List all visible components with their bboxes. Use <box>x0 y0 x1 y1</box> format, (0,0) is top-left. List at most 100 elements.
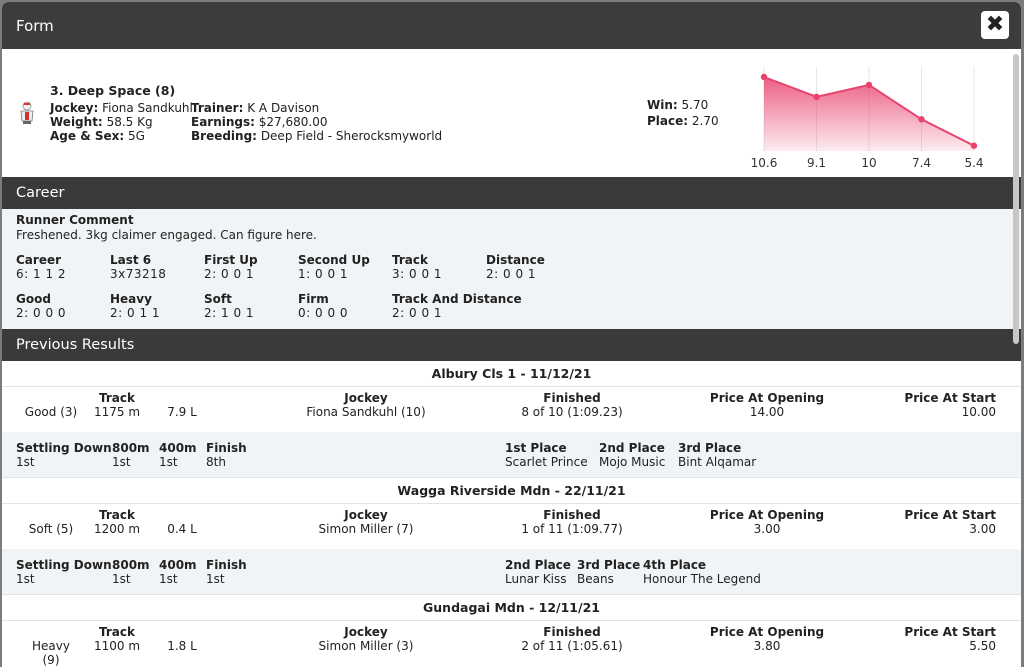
track-condition: Good (3) <box>24 405 78 419</box>
previous-results-heading: Previous Results <box>2 329 1021 361</box>
margin-cell: 0.4 L <box>160 508 204 536</box>
price-opening: 3.00 <box>753 522 781 536</box>
placing-horse: Mojo Music <box>599 455 666 469</box>
track-distance-cell: Track 1100 m <box>80 625 154 653</box>
scrollbar[interactable] <box>1013 54 1019 344</box>
placing-horse: Bint Alqamar <box>678 455 757 469</box>
track-distance: 1175 m <box>93 405 141 419</box>
price-opening-cell: Price At Opening 14.00 <box>692 391 842 419</box>
race-jockey-cell: Jockey Fiona Sandkuhl (10) <box>286 391 446 419</box>
career-stat: Second Up 1: 0 0 1 <box>298 253 392 281</box>
career-stat-label: Second Up <box>298 253 370 267</box>
odds-trend-chart: 10.6 9.1 10 7.4 5.4 <box>751 67 984 170</box>
race-jockey: Fiona Sandkuhl (10) <box>306 405 426 419</box>
race-summary-row: Heavy (9) Track 1100 m 1.8 L Jockey Simon Mi… <box>2 621 1021 667</box>
career-stat-label: Firm <box>298 292 329 306</box>
margin: 1.8 L <box>167 639 197 653</box>
placing-label: 3rd Place <box>577 558 641 572</box>
race-title: Wagga Riverside Mdn - 22/11/21 <box>2 478 1021 504</box>
chart-tick-label: 7.4 <box>912 156 931 170</box>
close-icon: ✖ <box>985 12 1005 37</box>
chart-point <box>918 116 925 123</box>
finish-position-label: Finish <box>206 441 247 455</box>
placing-cell: 4th Place Honour The Legend <box>643 558 761 586</box>
modal-header: Form <box>2 2 1021 49</box>
margin: 0.4 L <box>167 522 197 536</box>
chart-tick-label: 10 <box>861 156 876 170</box>
track-distance-cell: Track 1200 m <box>80 508 154 536</box>
race-finished: 1 of 11 (1:09.77) <box>521 522 623 536</box>
track-condition-label <box>24 391 78 405</box>
placing-cell: 2nd Place Lunar Kiss <box>505 558 571 586</box>
race-finished: 8 of 10 (1:09.23) <box>521 405 623 419</box>
career-stat-label: First Up <box>204 253 258 267</box>
placing-cell: 3rd Place Bint Alqamar <box>678 441 756 469</box>
price-start-label: Price At Start <box>904 391 996 405</box>
career-stat-value: 3x73218 <box>110 267 167 281</box>
margin-label <box>160 625 204 639</box>
margin-label <box>160 391 204 405</box>
track-condition-cell: Good (3) <box>24 391 78 419</box>
settling-down: 1st <box>16 572 35 586</box>
race-jockey-cell: Jockey Simon Miller (7) <box>286 508 446 536</box>
close-button[interactable]: ✖ <box>981 11 1009 39</box>
price-opening: 3.80 <box>753 639 781 653</box>
race-finished-cell: Finished 2 of 11 (1:05.61) <box>492 625 652 653</box>
finish-position: 1st <box>206 572 225 586</box>
margin-cell: 1.8 L <box>160 625 204 653</box>
settling-down-cell: Settling Down 1st <box>16 441 112 469</box>
price-opening-label: Price At Opening <box>709 391 825 405</box>
career-heading: Career <box>2 177 1021 209</box>
finish-position: 8th <box>206 455 226 469</box>
career-stat-value: 2: 0 0 1 <box>486 267 537 281</box>
career-stat: Last 6 3x73218 <box>110 253 204 281</box>
placing-label: 3rd Place <box>678 441 742 455</box>
finish-position-label: Finish <box>206 558 247 572</box>
race-summary-row: Soft (5) Track 1200 m 0.4 L Jockey Simon Mil… <box>2 504 1021 549</box>
jockey-value: Fiona Sandkuhl <box>102 101 193 115</box>
race-finished-label: Finished <box>543 391 601 405</box>
position-400m: 1st <box>159 572 178 586</box>
price-start-cell: Price At Start 10.00 <box>892 391 996 419</box>
margin: 7.9 L <box>167 405 197 419</box>
race-finished-label: Finished <box>543 508 601 522</box>
settling-down-label: Settling Down <box>16 558 112 572</box>
track-distance-label: Track <box>99 508 135 522</box>
place-odds: 2.70 <box>691 114 719 128</box>
placing-label: 1st Place <box>505 441 567 455</box>
position-800m-label: 800m <box>112 441 150 455</box>
price-opening-cell: Price At Opening 3.80 <box>692 625 842 653</box>
win-odds: 5.70 <box>681 98 709 112</box>
chart-point <box>865 81 873 89</box>
track-distance-label: Track <box>99 391 135 405</box>
career-stat-label: Career <box>16 253 62 267</box>
position-400m-cell: 400m 1st <box>159 558 197 586</box>
track-condition-cell: Heavy (9) <box>24 625 78 667</box>
career-stat: Track And Distance 2: 0 0 1 <box>392 292 542 320</box>
placing-cell: 2nd Place Mojo Music <box>599 441 665 469</box>
modal-title: Form <box>16 16 54 35</box>
chart-point <box>970 142 978 149</box>
price-opening-cell: Price At Opening 3.00 <box>692 508 842 536</box>
place-odds-row: Place: 2.70 <box>647 114 719 128</box>
career-stat: Heavy 2: 0 1 1 <box>110 292 204 320</box>
placing-cell: 1st Place Scarlet Prince <box>505 441 588 469</box>
career-stat: Soft 2: 1 0 1 <box>204 292 298 320</box>
weight-value: 58.5 Kg <box>106 115 153 129</box>
career-stat-label: Last 6 <box>110 253 152 267</box>
price-opening-label: Price At Opening <box>709 508 825 522</box>
runner-comment: Freshened. 3kg claimer engaged. Can figu… <box>16 228 317 242</box>
placing-horse: Lunar Kiss <box>505 572 567 586</box>
win-odds-row: Win: 5.70 <box>647 98 709 112</box>
position-800m-cell: 800m 1st <box>112 558 150 586</box>
race-title: Gundagai Mdn - 12/11/21 <box>2 595 1021 621</box>
career-stat-label: Distance <box>486 253 545 267</box>
race-summary-row: Good (3) Track 1175 m 7.9 L Jockey Fiona San… <box>2 387 1021 432</box>
finish-position-cell: Finish 1st <box>206 558 247 586</box>
career-stat-value: 6: 1 1 2 <box>16 267 67 281</box>
career-stat-value: 2: 0 0 1 <box>392 306 443 320</box>
modal-body[interactable]: 3. Deep Space (8) Jockey: Fiona Sandkuhl… <box>2 49 1021 667</box>
earnings-row: Earnings: $27,680.00 <box>191 115 328 129</box>
track-condition-label <box>24 508 78 522</box>
